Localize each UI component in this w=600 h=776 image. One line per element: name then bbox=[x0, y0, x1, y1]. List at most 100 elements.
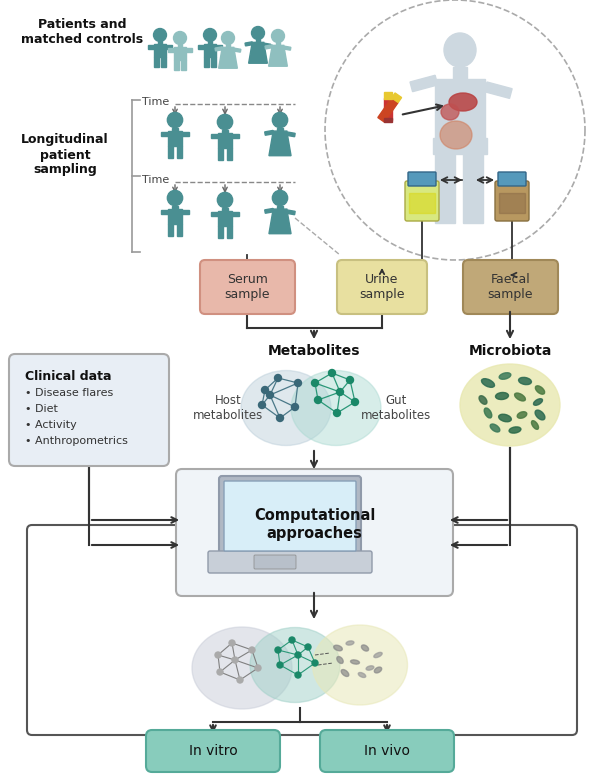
Circle shape bbox=[292, 404, 299, 411]
Text: Urine
sample: Urine sample bbox=[359, 273, 405, 301]
Bar bbox=[204, 57, 209, 68]
Bar bbox=[216, 45, 221, 49]
FancyBboxPatch shape bbox=[320, 730, 454, 772]
FancyBboxPatch shape bbox=[208, 551, 372, 573]
Bar bbox=[218, 133, 232, 148]
Circle shape bbox=[295, 672, 301, 678]
Circle shape bbox=[312, 660, 318, 666]
Bar bbox=[174, 61, 179, 71]
FancyBboxPatch shape bbox=[219, 476, 361, 556]
Circle shape bbox=[167, 190, 182, 206]
Circle shape bbox=[217, 192, 233, 208]
Bar bbox=[186, 48, 191, 52]
Bar bbox=[435, 79, 485, 139]
Circle shape bbox=[251, 26, 265, 40]
Circle shape bbox=[337, 389, 343, 396]
FancyBboxPatch shape bbox=[405, 181, 439, 221]
Bar bbox=[154, 44, 166, 57]
FancyBboxPatch shape bbox=[224, 481, 356, 551]
Text: • Diet: • Diet bbox=[25, 404, 58, 414]
Ellipse shape bbox=[535, 386, 545, 394]
Bar bbox=[218, 211, 232, 227]
Circle shape bbox=[232, 657, 238, 663]
Ellipse shape bbox=[334, 645, 343, 651]
Ellipse shape bbox=[533, 399, 542, 405]
Bar bbox=[169, 48, 174, 52]
Circle shape bbox=[203, 29, 217, 41]
Bar bbox=[283, 46, 291, 50]
Bar bbox=[435, 153, 455, 223]
Bar bbox=[176, 147, 182, 158]
Circle shape bbox=[272, 113, 287, 127]
Ellipse shape bbox=[496, 393, 508, 400]
Bar bbox=[227, 148, 232, 161]
Ellipse shape bbox=[346, 641, 354, 645]
Bar bbox=[218, 148, 223, 161]
Ellipse shape bbox=[192, 627, 292, 709]
Circle shape bbox=[249, 647, 255, 653]
Bar bbox=[384, 98, 392, 120]
Bar bbox=[161, 132, 168, 136]
Circle shape bbox=[266, 392, 274, 399]
Polygon shape bbox=[392, 93, 401, 102]
Ellipse shape bbox=[499, 414, 511, 422]
Bar bbox=[227, 227, 232, 238]
Bar bbox=[161, 210, 168, 214]
FancyBboxPatch shape bbox=[498, 172, 526, 186]
Circle shape bbox=[334, 410, 341, 417]
Bar bbox=[172, 206, 178, 209]
Text: Time: Time bbox=[142, 97, 169, 107]
Bar bbox=[223, 208, 227, 211]
Bar bbox=[453, 67, 467, 79]
Text: Host
metabolites: Host metabolites bbox=[193, 394, 263, 422]
Bar bbox=[199, 45, 204, 49]
Bar bbox=[168, 209, 182, 224]
Bar bbox=[245, 42, 253, 46]
Circle shape bbox=[352, 399, 359, 406]
Circle shape bbox=[311, 379, 319, 386]
Ellipse shape bbox=[366, 666, 374, 670]
Text: Patients and
matched controls: Patients and matched controls bbox=[21, 18, 143, 46]
Polygon shape bbox=[248, 43, 268, 63]
Text: Clinical data: Clinical data bbox=[25, 370, 112, 383]
Ellipse shape bbox=[499, 372, 511, 379]
FancyBboxPatch shape bbox=[408, 172, 436, 186]
Polygon shape bbox=[218, 47, 238, 68]
Text: • Anthropometrics: • Anthropometrics bbox=[25, 436, 128, 446]
Polygon shape bbox=[378, 98, 398, 122]
FancyBboxPatch shape bbox=[9, 354, 169, 466]
Circle shape bbox=[347, 376, 353, 383]
Bar bbox=[277, 206, 283, 209]
Bar bbox=[178, 44, 182, 47]
Ellipse shape bbox=[350, 660, 359, 664]
Bar bbox=[384, 118, 392, 122]
Bar bbox=[433, 138, 487, 154]
Text: Gut
metabolites: Gut metabolites bbox=[361, 394, 431, 422]
Bar bbox=[154, 57, 158, 68]
Ellipse shape bbox=[532, 421, 539, 429]
Text: • Activity: • Activity bbox=[25, 420, 77, 430]
FancyBboxPatch shape bbox=[200, 260, 295, 314]
Ellipse shape bbox=[440, 121, 472, 149]
Circle shape bbox=[217, 114, 233, 130]
Bar bbox=[176, 224, 182, 236]
Ellipse shape bbox=[509, 427, 521, 433]
Ellipse shape bbox=[444, 33, 476, 67]
Bar bbox=[148, 45, 154, 49]
Circle shape bbox=[217, 669, 223, 675]
Text: In vitro: In vitro bbox=[188, 744, 238, 758]
Bar bbox=[265, 45, 272, 49]
Circle shape bbox=[295, 652, 301, 658]
Circle shape bbox=[154, 29, 166, 41]
Bar bbox=[208, 41, 212, 44]
Bar bbox=[265, 130, 274, 135]
Bar bbox=[263, 43, 271, 47]
Bar bbox=[223, 130, 227, 133]
FancyBboxPatch shape bbox=[146, 730, 280, 772]
Text: Metabolites: Metabolites bbox=[268, 344, 360, 358]
Bar bbox=[276, 43, 280, 45]
Bar bbox=[232, 134, 239, 138]
Bar bbox=[484, 82, 512, 99]
Ellipse shape bbox=[374, 653, 382, 657]
Circle shape bbox=[305, 644, 311, 650]
